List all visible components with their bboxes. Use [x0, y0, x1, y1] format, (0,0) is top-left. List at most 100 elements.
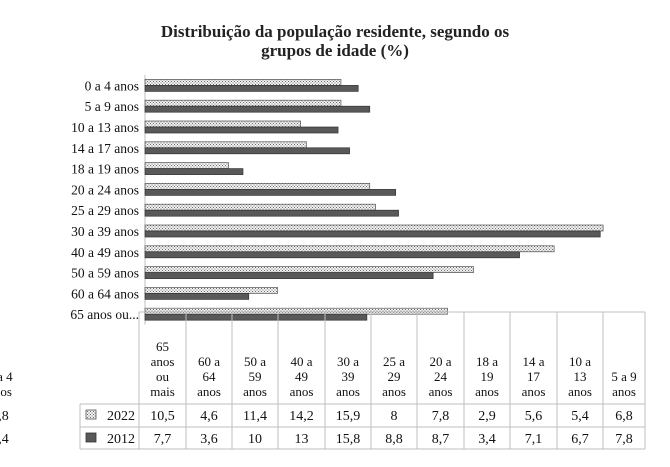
table-header-text: 0 a 4 — [0, 369, 13, 384]
table-header-text: mais — [150, 384, 175, 399]
category-label: 18 a 19 anos — [71, 162, 139, 177]
bar-2022 — [144, 203, 376, 211]
table-header-text: anos — [0, 384, 12, 399]
table-value: 8,8 — [385, 432, 403, 447]
table-header-text: 10 a — [569, 354, 591, 369]
table-value: 7,8 — [432, 409, 450, 424]
bar-2022 — [144, 287, 278, 294]
bar-2012 — [144, 147, 350, 155]
plot-area: 0 a 4 anos 5 a 9 anos 10 a 13 anos 14 a 17 … — [70, 75, 604, 325]
bar-2012 — [144, 189, 397, 196]
table-value: 15,9 — [336, 409, 361, 424]
table-value: 5,6 — [525, 409, 543, 424]
category-label: 5 a 9 anos — [85, 99, 139, 114]
bar-2022 — [144, 266, 474, 273]
table-value: 7,7 — [154, 432, 172, 447]
table-value: 2,9 — [478, 409, 496, 424]
bar-2012 — [144, 272, 434, 279]
table-header-text: anos — [568, 384, 592, 399]
table-header-text: 17 — [527, 369, 541, 384]
table-value: 8 — [391, 409, 398, 424]
table-header-text: anos — [336, 384, 360, 399]
table-header-text: 5 a 9 — [611, 369, 636, 384]
bar-2012 — [144, 293, 250, 300]
legend-key-2012 — [85, 432, 97, 443]
bar-2012 — [144, 251, 520, 259]
table-header-text: anos — [522, 384, 546, 399]
table-value: 8,7 — [432, 432, 450, 447]
category-label: 25 a 29 anos — [71, 203, 139, 218]
table-header-text: 64 — [203, 369, 217, 384]
table-header-text: 30 a — [337, 354, 359, 369]
table-header-text: 14 a — [522, 354, 544, 369]
table-header-text: anos — [243, 384, 267, 399]
category-label: 20 a 24 anos — [71, 182, 139, 197]
table-header-text: anos — [290, 384, 314, 399]
chart-title-line-1: Distribuição da população residente, seg… — [160, 22, 510, 41]
table-header-text: 25 a — [383, 354, 405, 369]
bar-2012 — [144, 126, 339, 134]
table-header-text: 29 — [388, 369, 401, 384]
bar-2012 — [144, 105, 371, 113]
legend-key-2022 — [85, 409, 97, 420]
category-label: 65 anos ou... — [70, 307, 139, 322]
category-label: 40 a 49 anos — [71, 245, 139, 260]
table-value: 6,8 — [615, 409, 633, 424]
category-label: 50 a 59 anos — [71, 266, 139, 281]
legend-label-2022: 2022 — [107, 409, 135, 424]
table-value: 10 — [248, 432, 262, 447]
bar-2012 — [144, 168, 244, 175]
table-value: 10,5 — [150, 409, 175, 424]
chart-title: Distribuição da população residente, seg… — [0, 22, 670, 60]
bar-2012 — [144, 85, 359, 92]
table-header-text: ou — [156, 369, 170, 384]
table-value: 3,6 — [200, 432, 218, 447]
table-value: 6,7 — [571, 432, 589, 447]
bar-2022 — [144, 141, 307, 149]
category-label: 30 a 39 anos — [71, 224, 139, 239]
bar-2012 — [144, 313, 368, 321]
table-value: 5,4 — [571, 409, 589, 424]
table-value: 15,8 — [336, 432, 361, 447]
table-value: 4,6 — [200, 409, 218, 424]
category-label: 10 a 13 anos — [71, 120, 139, 135]
table-header-text: 39 — [342, 369, 355, 384]
table-value: 7,1 — [525, 432, 543, 447]
table-header-text: anos — [475, 384, 499, 399]
table-header-text: 65 — [156, 339, 169, 354]
category-label: 0 a 4 anos — [85, 78, 139, 93]
table-header-text: anos — [612, 384, 636, 399]
table-header-text: 13 — [574, 369, 587, 384]
bar-2022 — [144, 307, 448, 315]
table-value: 3,4 — [478, 432, 496, 447]
bar-2022 — [144, 99, 342, 107]
table-header-text: 24 — [434, 369, 448, 384]
table-header-text: anos — [429, 384, 453, 399]
table-value: 7,8 — [615, 432, 633, 447]
chart-title-line-2: grupos de idade (%) — [261, 41, 409, 60]
table-header-text: 40 a — [290, 354, 312, 369]
bar-2022 — [144, 79, 342, 86]
table-value: 6,8 — [0, 409, 9, 424]
table-header-text: 50 a — [244, 354, 266, 369]
table-value: 7,4 — [0, 432, 9, 447]
bar-2012 — [144, 209, 399, 217]
table-header-text: anos — [382, 384, 406, 399]
bar-2012 — [144, 230, 601, 238]
table-value: 13 — [295, 432, 309, 447]
bar-2022 — [144, 183, 371, 190]
table-header-text: 18 a — [476, 354, 498, 369]
table-value: 14,2 — [289, 409, 314, 424]
table-header-text: 19 — [481, 369, 494, 384]
table-header-text: 59 — [249, 369, 262, 384]
category-label: 60 a 64 anos — [71, 286, 139, 301]
table-header-text: 49 — [295, 369, 308, 384]
bar-2022 — [144, 162, 229, 169]
table-header-text: 20 a — [429, 354, 451, 369]
table-header-text: 60 a — [198, 354, 220, 369]
bar-2022 — [144, 224, 604, 232]
bar-2022 — [144, 245, 555, 253]
table-header-text: anos — [151, 354, 175, 369]
